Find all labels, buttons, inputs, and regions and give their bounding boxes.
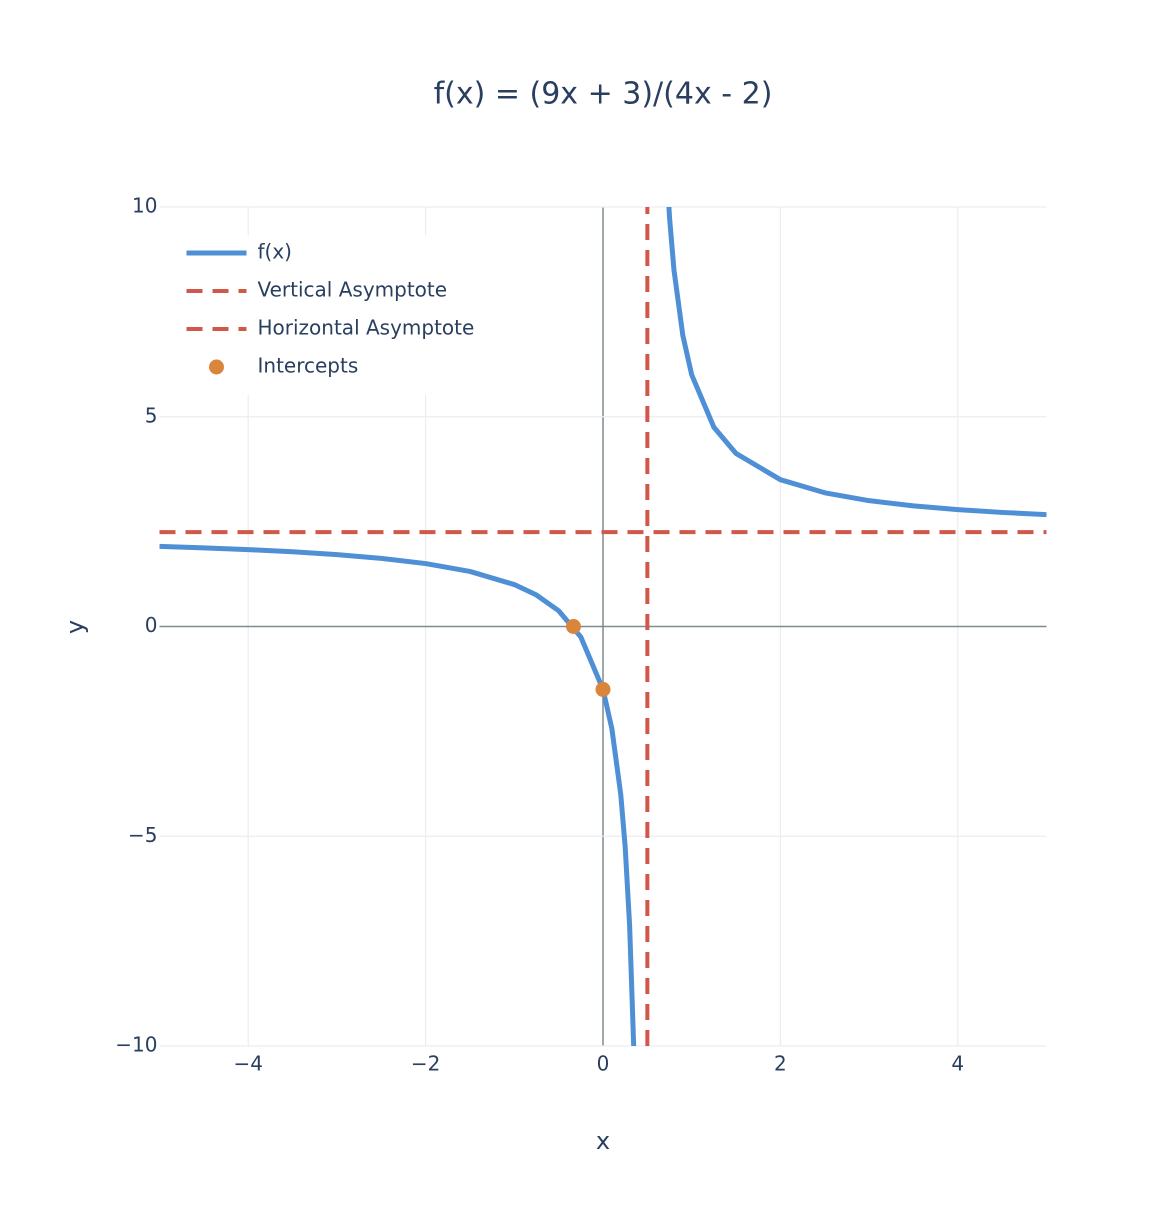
legend-label: Horizontal Asymptote xyxy=(258,316,475,340)
x-tick-label: 0 xyxy=(597,1052,610,1076)
y-tick-label: −10 xyxy=(115,1033,157,1057)
y-tick-label: 5 xyxy=(145,403,158,427)
legend-background xyxy=(169,235,500,395)
y-axis-title: y xyxy=(61,620,89,634)
function-line xyxy=(159,207,1047,1046)
x-tick-label: −4 xyxy=(233,1052,262,1076)
x-axis-title: x xyxy=(596,1127,610,1155)
y-tick-label: −5 xyxy=(128,823,157,847)
y-tick-label: 10 xyxy=(132,194,157,218)
legend-label: f(x) xyxy=(258,240,292,264)
labels: −4 −2 0 2 4 −10 −5 0 5 10 xyxy=(115,194,964,1076)
chart-title: f(x) = (9x + 3)/(4x - 2) xyxy=(434,77,773,112)
plot-area xyxy=(159,207,1047,1046)
x-tick-label: −2 xyxy=(411,1052,440,1076)
intercept-point xyxy=(565,619,581,634)
legend-label: Vertical Asymptote xyxy=(258,278,448,302)
intercept-point xyxy=(595,681,611,697)
x-tick-label: 4 xyxy=(951,1052,964,1076)
y-tick-label: 0 xyxy=(145,613,158,637)
legend-label: Intercepts xyxy=(258,354,359,378)
legend: f(x) Vertical Asymptote Horizontal Asympto… xyxy=(169,235,500,395)
x-tick-label: 2 xyxy=(774,1052,787,1076)
legend-swatch xyxy=(209,359,224,375)
